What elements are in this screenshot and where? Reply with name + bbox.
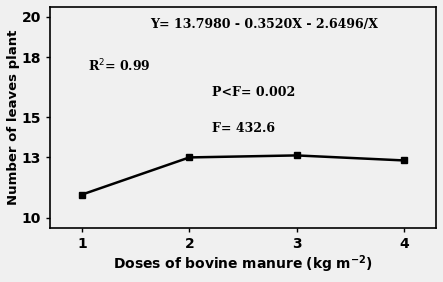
Text: P<F= 0.002: P<F= 0.002 <box>212 86 295 99</box>
Text: F= 432.6: F= 432.6 <box>212 122 275 135</box>
X-axis label: $\mathbf{Doses\ of\ bovine\ manure\ (kg\ m^{-2})}$: $\mathbf{Doses\ of\ bovine\ manure\ (kg\… <box>113 254 373 275</box>
Text: R$^2$= 0.99: R$^2$= 0.99 <box>89 58 151 74</box>
Text: Y= 13.7980 - 0.3520X - 2.6496/X: Y= 13.7980 - 0.3520X - 2.6496/X <box>150 18 378 31</box>
Y-axis label: Number of leaves plant: Number of leaves plant <box>7 30 20 205</box>
